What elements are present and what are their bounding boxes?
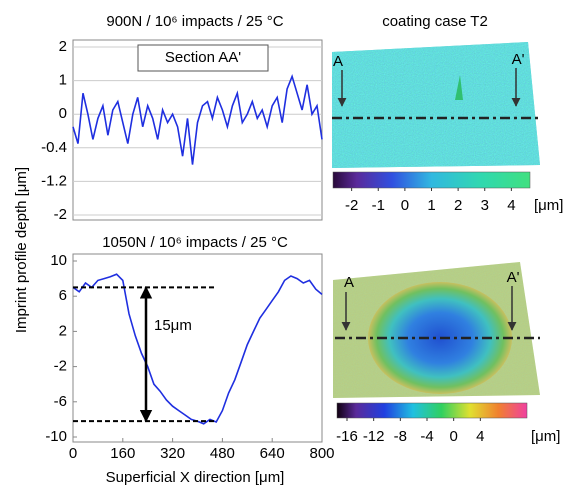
section-label: A (333, 53, 343, 70)
colorbar-tick-label: -4 (420, 428, 433, 445)
data-line (72, 73, 323, 165)
surface-image-bottom (333, 262, 540, 398)
chart-title: 1050N / 10⁶ impacts / 25 °C (102, 234, 288, 251)
colorbar-tick-label: 1 (427, 197, 435, 214)
x-tick-label: 160 (110, 445, 135, 462)
y-tick-label: 2 (59, 322, 67, 339)
colorbar (336, 402, 528, 419)
colorbar (332, 171, 531, 189)
section-label: A' (512, 51, 525, 68)
surface-title: coating case T2 (382, 13, 488, 30)
x-tick-label: 800 (309, 445, 334, 462)
y-tick-label: -0.4 (41, 139, 67, 156)
y-tick-label: -1.2 (41, 172, 67, 189)
colorbar-tick-label: 4 (476, 428, 484, 445)
colorbar-tick-label: -12 (363, 428, 385, 445)
y-tick-label: 6 (59, 287, 67, 304)
colorbar-tick-label: 2 (454, 197, 462, 214)
x-tick-label: 480 (210, 445, 235, 462)
chart-title: 900N / 10⁶ impacts / 25 °C (106, 13, 283, 30)
x-tick-label: 320 (160, 445, 185, 462)
surface-image-top (332, 42, 540, 168)
y-tick-label: 1 (59, 72, 67, 89)
y-tick-label: -6 (54, 393, 67, 410)
annotation-box (137, 44, 269, 72)
colorbar-tick-label: 0 (401, 197, 409, 214)
colorbar-tick-label: 0 (449, 428, 457, 445)
colorbar-tick-label: -2 (345, 197, 358, 214)
plot-frame (72, 253, 323, 443)
section-label: A (344, 274, 354, 291)
y-tick-label: 10 (50, 252, 67, 269)
colorbar-tick-label: -1 (372, 197, 385, 214)
x-axis-label: Superficial X direction [μm] (106, 469, 285, 486)
x-tick-label: 0 (69, 445, 77, 462)
section-label: A' (507, 269, 520, 286)
annotation: 15μm (154, 317, 192, 334)
y-tick-label: -2 (54, 206, 67, 223)
y-tick-label: 0 (59, 105, 67, 122)
colorbar-tick-label: -8 (394, 428, 407, 445)
y-axis-label: Imprint profile depth [μm] (13, 167, 30, 333)
colorbar-unit: [μm] (534, 197, 563, 214)
y-tick-label: 2 (59, 38, 67, 55)
annotation: Section AA' (165, 49, 241, 66)
y-tick-label: -10 (45, 428, 67, 445)
x-tick-label: 640 (260, 445, 285, 462)
colorbar-unit: [μm] (531, 428, 560, 445)
colorbar-tick-label: 3 (481, 197, 489, 214)
y-tick-label: -2 (54, 358, 67, 375)
colorbar-tick-label: 4 (507, 197, 515, 214)
colorbar-tick-label: -16 (336, 428, 358, 445)
